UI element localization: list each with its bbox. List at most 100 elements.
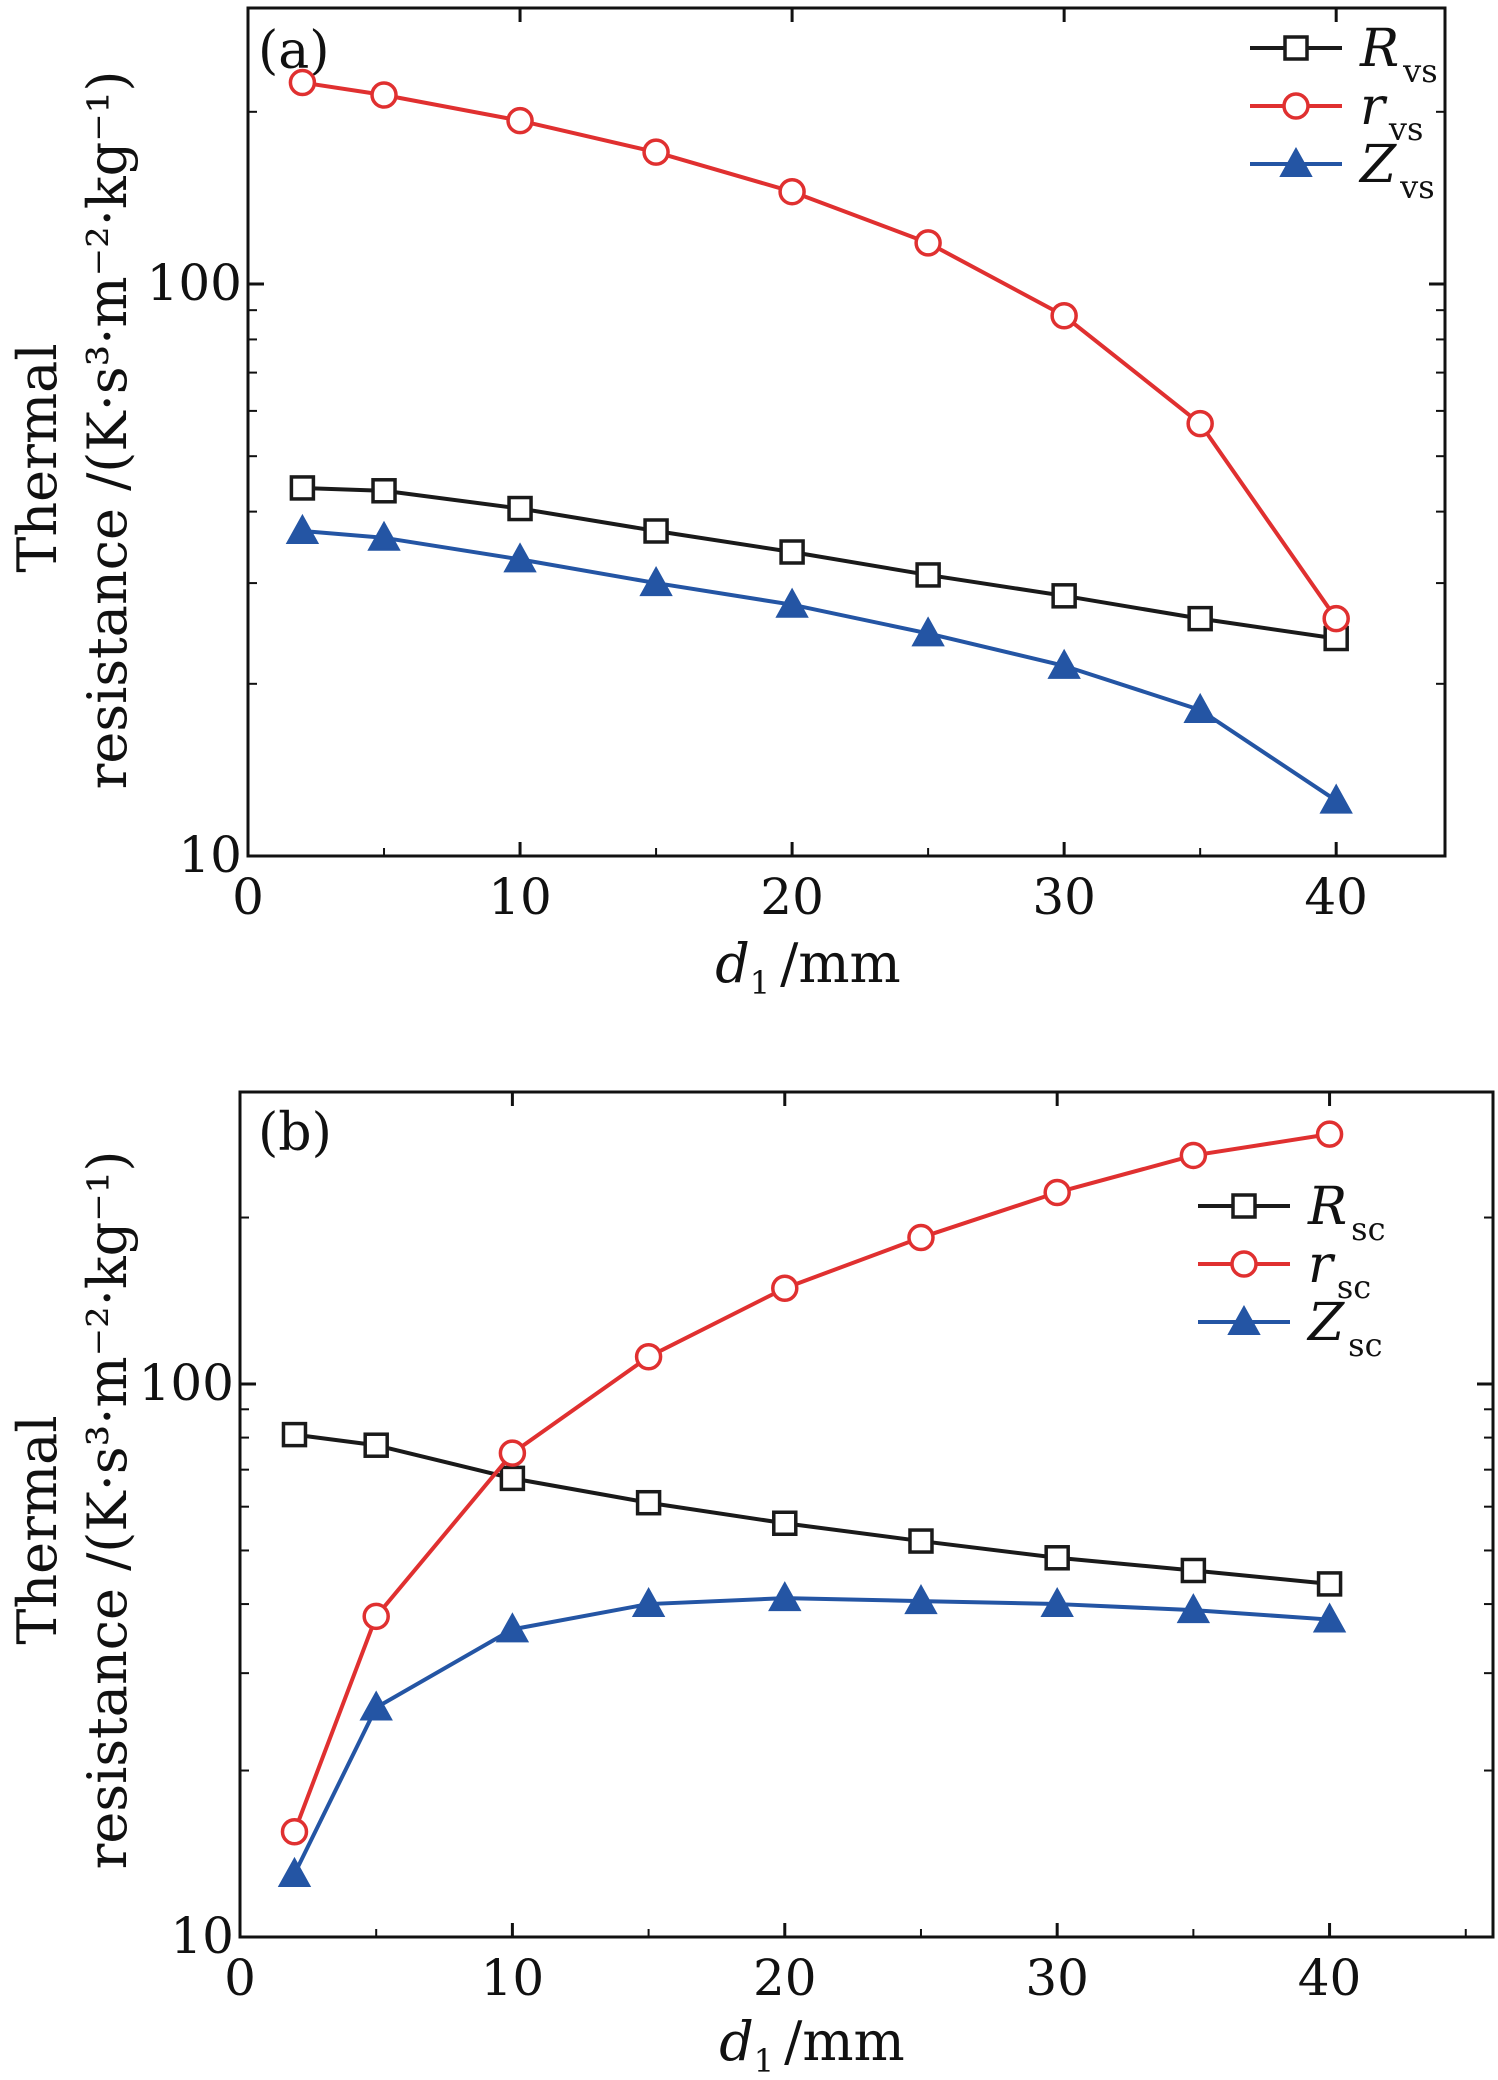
data-point-triangle bbox=[1047, 648, 1081, 679]
data-point-triangle bbox=[768, 1581, 802, 1612]
data-point-circle bbox=[498, 1439, 527, 1467]
data-point-square bbox=[908, 1528, 934, 1554]
data-point-square bbox=[1044, 1545, 1070, 1571]
y-tick-label: 10 bbox=[170, 1907, 234, 1965]
series-line-square bbox=[294, 1432, 1330, 1586]
x-tick-label: 10 bbox=[481, 1949, 545, 2007]
data-point-square bbox=[1187, 605, 1213, 632]
legend-item-circle: r vs bbox=[1250, 77, 1423, 148]
series-line-circle bbox=[292, 1132, 1330, 1833]
data-point-triangle bbox=[503, 542, 537, 573]
series-square-b bbox=[281, 1421, 1343, 1597]
y-axis-label-b-line1: Thermal bbox=[6, 1415, 69, 1644]
legend-symbol: Z bbox=[1358, 135, 1397, 195]
data-point-square bbox=[371, 478, 397, 504]
y-tick-label: 100 bbox=[139, 1354, 234, 1412]
data-point-square bbox=[281, 1421, 308, 1448]
x-tick-label: 20 bbox=[760, 868, 824, 926]
data-point-square bbox=[915, 562, 941, 588]
data-point-circle bbox=[1186, 409, 1214, 438]
data-point-triangle bbox=[1040, 1587, 1074, 1618]
y-ticks-a: 10 100 bbox=[147, 110, 1445, 884]
data-point-circle bbox=[288, 68, 317, 97]
panel-label-b: (b) bbox=[258, 1103, 332, 1163]
data-point-triangle bbox=[495, 1612, 530, 1643]
data-point-circle bbox=[1179, 1141, 1208, 1170]
data-point-triangle bbox=[911, 616, 945, 647]
data-point-triangle bbox=[775, 587, 809, 618]
data-point-triangle bbox=[359, 1690, 393, 1721]
plot-frame-b bbox=[238, 1090, 1495, 1939]
series-circle-a bbox=[288, 68, 1350, 633]
data-point-square bbox=[1316, 1571, 1343, 1597]
series-layer-a bbox=[285, 68, 1353, 814]
x-axis-label-var-a: d bbox=[715, 932, 750, 995]
data-point-triangle bbox=[367, 520, 401, 551]
y-tick-label: 100 bbox=[147, 254, 242, 312]
data-point-triangle bbox=[1312, 1602, 1347, 1633]
legend-symbol: Z bbox=[1306, 1293, 1345, 1353]
x-tick-label: 0 bbox=[224, 1949, 256, 2007]
legend-label: r vs bbox=[1360, 77, 1423, 148]
data-point-circle bbox=[370, 81, 398, 109]
series-line-triangle bbox=[302, 528, 1338, 803]
x-tick-label: 40 bbox=[1304, 868, 1368, 926]
data-point-circle bbox=[1043, 1178, 1071, 1207]
data-point-circle bbox=[634, 1343, 663, 1371]
x-axis-label-unit-a: /mm bbox=[780, 932, 901, 995]
data-point-circle bbox=[907, 1223, 935, 1252]
legend-marker bbox=[1283, 35, 1309, 61]
x-ticks-b: 0 10 20 30 40 bbox=[224, 1092, 1467, 2007]
data-point-circle bbox=[506, 106, 534, 135]
x-axis-label-unit-b: /mm bbox=[784, 2010, 905, 2073]
data-point-circle bbox=[914, 229, 942, 257]
series-line-circle bbox=[302, 80, 1338, 620]
data-point-triangle bbox=[285, 513, 320, 544]
x-tick-label: 30 bbox=[1032, 868, 1096, 926]
legend-subscript: vs bbox=[1399, 168, 1435, 206]
legend-marker bbox=[1282, 92, 1310, 120]
data-point-circle bbox=[1050, 302, 1078, 330]
data-point-square bbox=[635, 1489, 662, 1516]
legend-symbol: r bbox=[1308, 1235, 1336, 1295]
legend-symbol: R bbox=[1307, 1177, 1347, 1237]
data-point-triangle bbox=[1319, 783, 1353, 814]
series-layer-b bbox=[277, 1120, 1347, 1887]
x-ticks-a: 0 10 20 30 40 bbox=[232, 8, 1368, 926]
x-axis-label-sub-b: 1 bbox=[754, 2042, 774, 2080]
legend-marker bbox=[1230, 1250, 1258, 1278]
legend-symbol: R bbox=[1359, 19, 1399, 79]
data-point-triangle bbox=[904, 1584, 938, 1615]
series-line-square bbox=[302, 485, 1337, 641]
x-tick-label: 0 bbox=[232, 868, 264, 926]
data-point-square bbox=[1180, 1557, 1207, 1584]
x-axis-label-var-b: d bbox=[719, 2010, 754, 2073]
data-point-circle bbox=[280, 1817, 309, 1846]
data-point-square bbox=[772, 1510, 798, 1537]
panel-label-a: (a) bbox=[258, 21, 330, 81]
series-square-a bbox=[289, 475, 1349, 652]
legend-label: r sc bbox=[1308, 1235, 1371, 1306]
data-point-square bbox=[643, 518, 669, 544]
y-tick-label: 10 bbox=[178, 826, 242, 884]
x-tick-label: 40 bbox=[1298, 1949, 1362, 2007]
data-point-triangle bbox=[631, 1587, 666, 1618]
data-point-circle bbox=[1315, 1120, 1344, 1148]
data-point-triangle bbox=[1183, 692, 1217, 723]
x-tick-label: 10 bbox=[488, 868, 552, 926]
series-circle-b bbox=[280, 1120, 1344, 1846]
data-point-circle bbox=[642, 138, 670, 166]
data-point-triangle bbox=[277, 1856, 312, 1887]
data-point-circle bbox=[771, 1274, 799, 1302]
series-triangle-a bbox=[285, 513, 1353, 814]
